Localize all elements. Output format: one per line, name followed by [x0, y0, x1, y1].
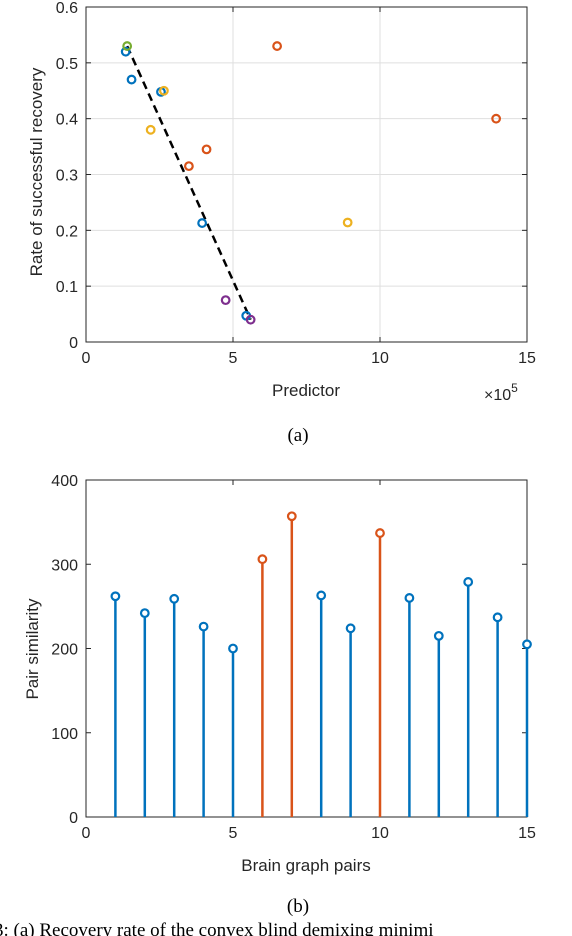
- scatter-point: [197, 218, 208, 228]
- scatter-point: [159, 85, 169, 96]
- b-plot-area: [86, 480, 527, 817]
- stem-marker: [463, 577, 474, 587]
- a-y-tick-label: 0.4: [56, 112, 78, 129]
- a-y-tick-label: 0.3: [56, 168, 78, 185]
- stem-marker: [522, 639, 532, 650]
- a-y-tick-label: 0.6: [56, 0, 78, 17]
- b-x-tick-label: 15: [518, 825, 536, 842]
- figure-caption: 3: (a) Recovery rate of the convex blind…: [0, 920, 434, 936]
- b-y-tick-label: 300: [51, 557, 78, 574]
- scatter-chart: 0 5 10 15 0 0.1 0.2 0.3 0.4 0.5 0.6: [56, 0, 536, 367]
- scatter-point: [201, 144, 212, 155]
- a-x-tick-label: 0: [82, 350, 91, 367]
- a-y-tick-label: 0.2: [56, 223, 78, 240]
- b-y-tick-label: 100: [51, 726, 78, 743]
- scatter-point: [145, 124, 156, 135]
- b-y-tick-label: 0: [69, 810, 78, 827]
- stem-marker: [228, 643, 238, 654]
- stem-marker: [139, 608, 150, 619]
- stem-marker: [169, 593, 180, 604]
- b-y-tick-label: 200: [51, 642, 78, 659]
- scatter-point: [126, 74, 137, 85]
- stem-marker: [345, 623, 356, 634]
- x-axis-label-a: Predictor: [272, 381, 340, 400]
- scatter-point: [272, 41, 283, 51]
- scatter-point: [220, 295, 231, 306]
- stem-marker: [286, 511, 297, 522]
- stem-marker: [110, 591, 121, 602]
- b-x-tick-label: 0: [82, 825, 91, 842]
- panel-label-a: (a): [287, 425, 308, 446]
- a-y-tick-label: 0.1: [56, 279, 78, 296]
- stem-marker: [375, 528, 385, 538]
- panel-label-b: (b): [287, 896, 309, 917]
- a-x-tick-label: 15: [518, 350, 536, 367]
- stem-marker: [198, 621, 209, 632]
- scatter-point: [120, 46, 131, 57]
- stem-marker: [316, 590, 327, 601]
- b-y-tick-label: 400: [51, 473, 78, 490]
- fit-line: [126, 45, 252, 321]
- stem-marker: [404, 593, 415, 603]
- x-axis-label-b: Brain graph pairs: [241, 856, 370, 875]
- b-x-tick-label: 10: [371, 825, 389, 842]
- b-x-tick-label: 5: [229, 825, 238, 842]
- scatter-point: [491, 113, 502, 124]
- stem-marker: [433, 630, 444, 641]
- a-y-tick-label: 0.5: [56, 56, 78, 73]
- scatter-point: [122, 41, 133, 51]
- y-axis-label-b: Pair similarity: [23, 598, 42, 700]
- x-multiplier-a: ×105: [484, 381, 518, 404]
- a-x-tick-label: 5: [229, 350, 238, 367]
- stem-chart: 0 5 10 15 0 100 200 300 400: [51, 473, 536, 842]
- scatter-point: [183, 161, 194, 172]
- a-y-tick-label: 0: [69, 335, 78, 352]
- stem-marker: [257, 554, 268, 565]
- x-multiplier-exponent: 5: [511, 381, 518, 395]
- stem-marker: [492, 612, 503, 623]
- y-axis-label-a: Rate of successful recovery: [27, 67, 46, 276]
- a-x-tick-label: 10: [371, 350, 389, 367]
- scatter-point: [245, 314, 256, 325]
- scatter-point: [342, 217, 353, 228]
